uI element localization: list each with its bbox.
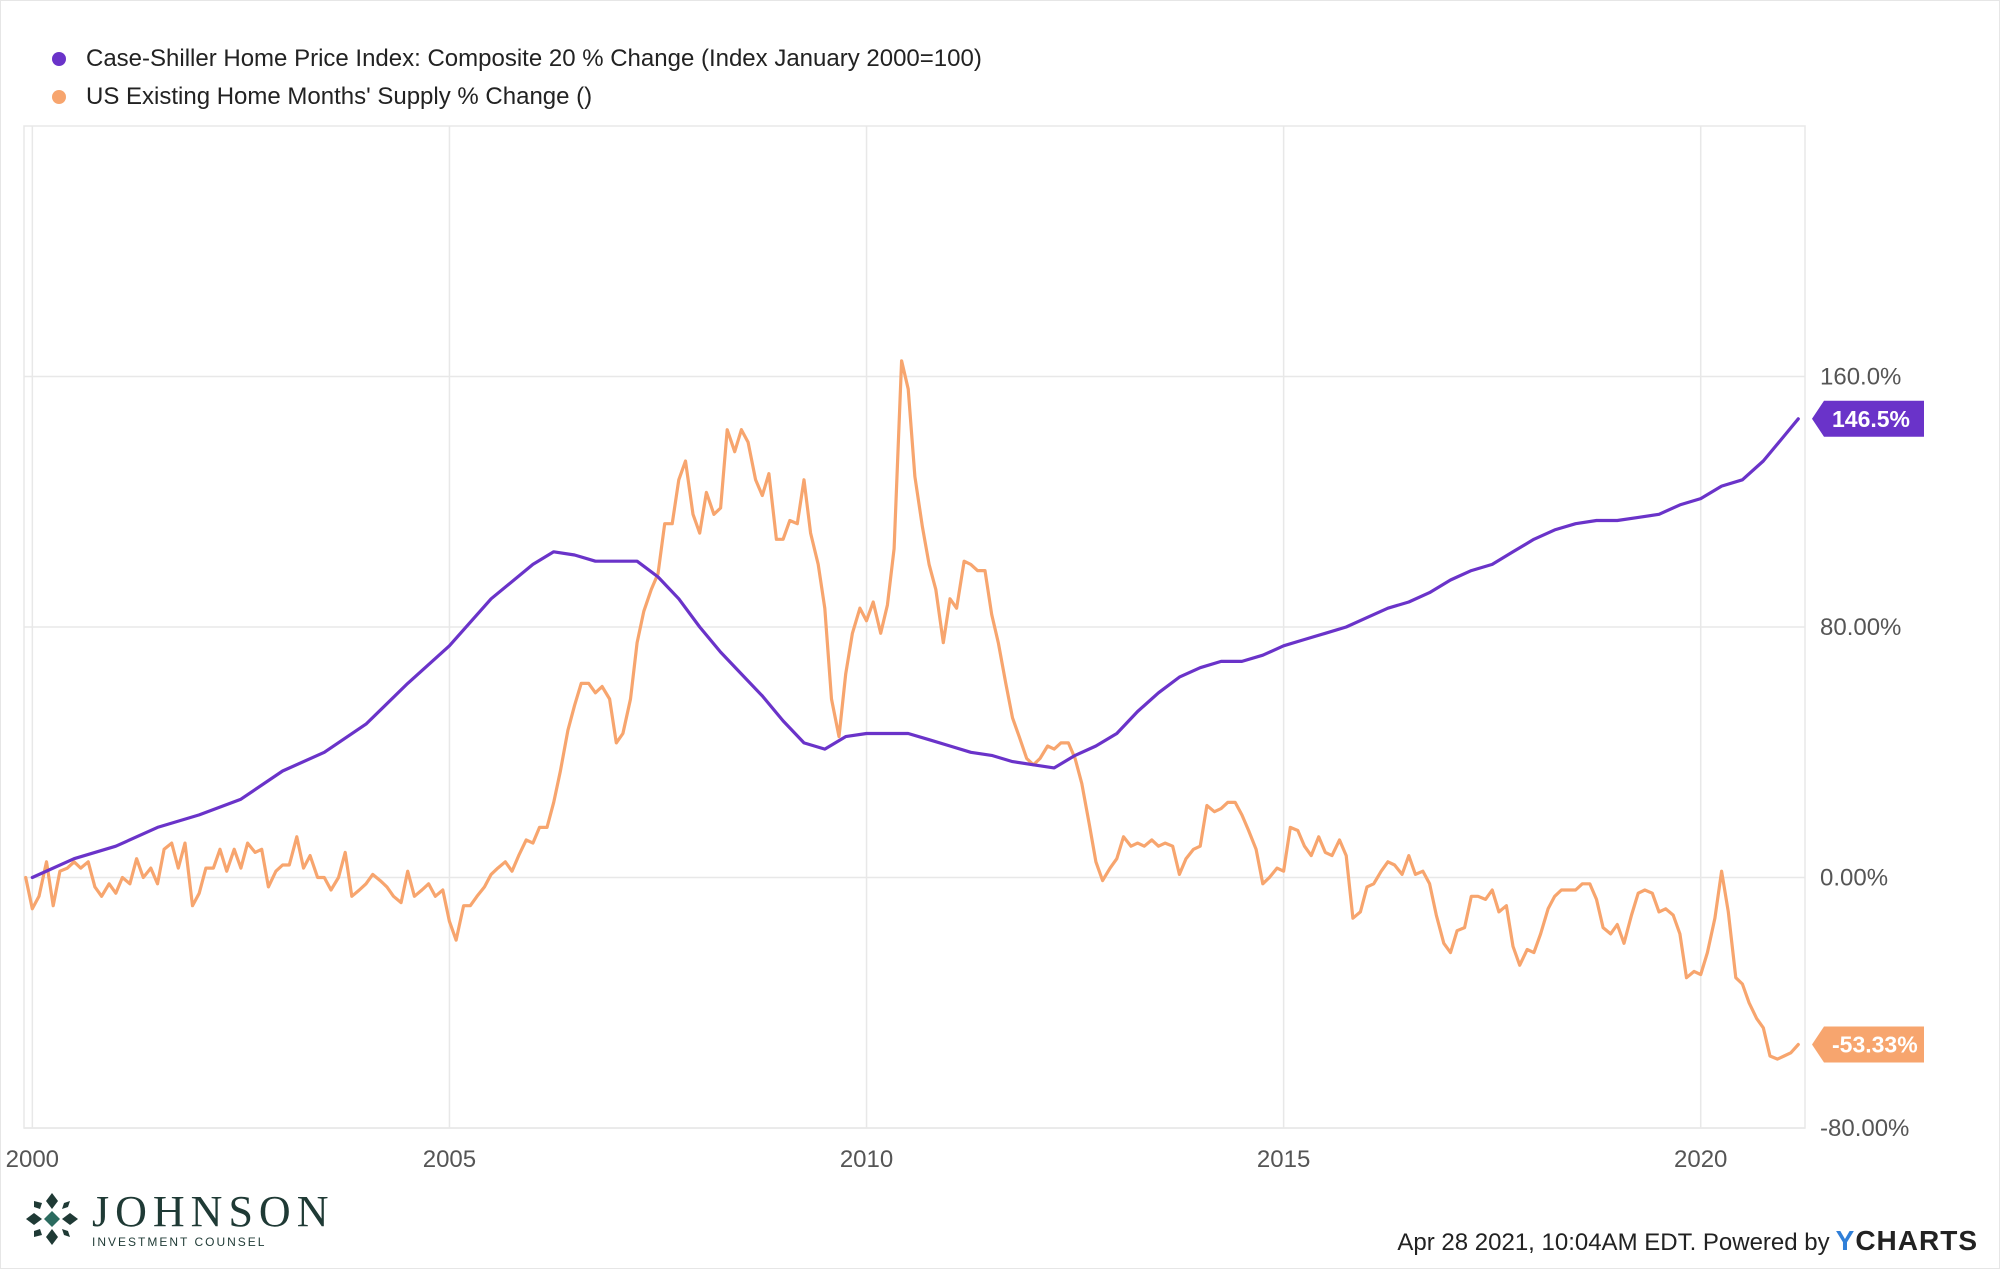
legend-item-months-supply[interactable]: US Existing Home Months' Supply % Change… <box>52 78 982 116</box>
ycharts-logo-rest: CHARTS <box>1855 1225 1978 1256</box>
end-flag-months-supply <box>1812 1026 1924 1063</box>
y-tick-label: -80.00% <box>1820 1115 1909 1142</box>
johnson-logo: JOHNSON INVESTMENT COUNSEL <box>24 1190 334 1248</box>
x-tick-label: 2020 <box>1674 1146 1727 1173</box>
legend-label-case-shiller: Case-Shiller Home Price Index: Composite… <box>86 45 982 72</box>
axis-labels: 160.0% 80.00% 0.00% -80.00% 2000 2005 2010 2015… <box>6 364 1910 1174</box>
legend: Case-Shiller Home Price Index: Composite… <box>52 40 982 116</box>
x-tick-label: 2010 <box>840 1146 893 1173</box>
logo-subtitle: INVESTMENT COUNSEL <box>92 1235 267 1249</box>
end-value-months-supply: -53.33% <box>1832 1031 1918 1057</box>
footer: Apr 28 2021, 10:04AM EDT. Powered by YCH… <box>1397 1225 1978 1257</box>
end-flag-case-shiller <box>1812 400 1924 437</box>
ycharts-logo[interactable]: YCHARTS <box>1836 1225 1978 1257</box>
johnson-logo-icon <box>26 1193 78 1245</box>
grid-lines <box>23 125 1806 1129</box>
y-tick-label: 0.00% <box>1820 865 1888 892</box>
legend-marker-orange <box>52 90 66 104</box>
series-line-case-shiller <box>30 417 1800 880</box>
legend-item-case-shiller[interactable]: Case-Shiller Home Price Index: Composite… <box>52 40 982 78</box>
footer-timestamp: Apr 28 2021, 10:04AM EDT. Powered by <box>1397 1229 1830 1256</box>
x-tick-label: 2000 <box>6 1146 59 1173</box>
end-value-case-shiller: 146.5% <box>1832 406 1910 432</box>
legend-marker-purple <box>52 52 66 66</box>
x-tick-label: 2015 <box>1257 1146 1310 1173</box>
legend-label-months-supply: US Existing Home Months' Supply % Change… <box>86 83 593 110</box>
end-value-flags: 146.5% -53.33% <box>1812 400 1924 1063</box>
ycharts-logo-y: Y <box>1835 1225 1856 1256</box>
series-line-months-supply <box>24 359 1800 1061</box>
y-tick-label: 80.00% <box>1820 614 1901 641</box>
series-lines <box>24 359 1800 1061</box>
y-tick-label: 160.0% <box>1820 364 1901 391</box>
logo-name: JOHNSON <box>92 1187 335 1236</box>
x-tick-label: 2005 <box>423 1146 476 1173</box>
